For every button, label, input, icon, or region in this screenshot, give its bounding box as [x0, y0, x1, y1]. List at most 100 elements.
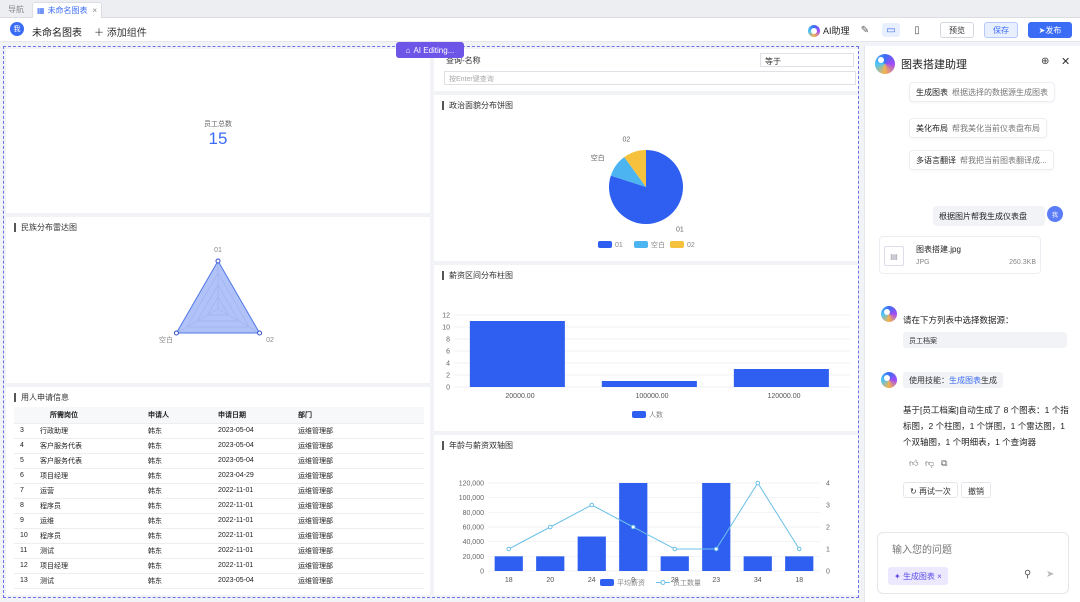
- suggestion-translate[interactable]: 多语言翻译 帮我把当前图表翻译成...: [909, 150, 1054, 170]
- line-point[interactable]: [796, 546, 802, 552]
- undo-button[interactable]: 撤销: [961, 482, 991, 498]
- attach-icon[interactable]: ⚲: [1024, 569, 1032, 580]
- kpi-label: 员工总数: [204, 121, 232, 128]
- bar[interactable]: [601, 381, 697, 387]
- table-row[interactable]: 3 行政助理 韩东 2023-05-04 运维管理部: [14, 423, 424, 439]
- copy-icon[interactable]: ⧉: [941, 458, 948, 468]
- table-cell: 项目经理: [40, 558, 148, 574]
- line-point[interactable]: [506, 546, 512, 552]
- table-row[interactable]: 9 运维 韩东 2022-11-01 运维管理部: [14, 513, 424, 529]
- table-row[interactable]: 7 运营 韩东 2022-11-01 运维管理部: [14, 483, 424, 499]
- line-point[interactable]: [672, 546, 678, 552]
- bar[interactable]: [702, 483, 731, 571]
- table-cell: 韩东: [148, 558, 218, 574]
- legend-swatch: [670, 241, 684, 248]
- table-row[interactable]: 10 程序员 韩东 2022-11-01 运维管理部: [14, 528, 424, 544]
- table-row[interactable]: 13 测试 韩东 2023-05-04 运维管理部: [14, 573, 424, 589]
- table-cell: 运维管理部: [298, 498, 424, 514]
- desktop-view-icon[interactable]: ▭: [882, 23, 900, 37]
- legend-label[interactable]: 01: [615, 242, 623, 249]
- avatar[interactable]: 我: [10, 22, 24, 36]
- pie-slice[interactable]: [624, 150, 646, 187]
- table-row[interactable]: 8 程序员 韩东 2022-11-01 运维管理部: [14, 498, 424, 514]
- y2-tick-label: 4: [826, 481, 830, 488]
- bar[interactable]: [743, 556, 772, 571]
- publish-button[interactable]: ➤ 发布: [1028, 22, 1072, 38]
- query-input[interactable]: 按Enter键查询: [444, 71, 856, 85]
- send-message-icon[interactable]: ➤: [1046, 569, 1055, 580]
- table-header-cell[interactable]: [14, 407, 40, 424]
- save-button[interactable]: 保存: [984, 22, 1018, 38]
- bar[interactable]: [494, 556, 523, 571]
- line-point[interactable]: [755, 480, 761, 486]
- radar-point[interactable]: [257, 330, 263, 336]
- legend-label[interactable]: 人数: [649, 410, 663, 419]
- suggestion-desc: 帮我美化当前仪表盘布局: [952, 124, 1040, 133]
- bar[interactable]: [733, 369, 829, 387]
- thumbs-up-icon[interactable]: 👍︎: [909, 458, 919, 468]
- line-point[interactable]: [630, 524, 636, 530]
- mobile-view-icon[interactable]: ▯: [914, 24, 920, 36]
- radar-point[interactable]: [215, 258, 221, 264]
- thumbs-down-icon[interactable]: 👎︎: [925, 458, 935, 468]
- radar-point[interactable]: [173, 330, 179, 336]
- bar[interactable]: [785, 556, 814, 571]
- table-row[interactable]: 5 客户服务代表 韩东 2023-05-04 运维管理部: [14, 453, 424, 469]
- kpi-card[interactable]: 员工总数 15: [6, 49, 430, 213]
- bar[interactable]: [536, 556, 565, 571]
- suggestion-generate[interactable]: 生成图表 根据选择的数据源生成图表: [909, 82, 1055, 102]
- legend-label[interactable]: 员工数量: [673, 578, 701, 587]
- radar-card[interactable]: 民族分布雷达图 01 02 空白: [6, 217, 430, 383]
- line-point[interactable]: [713, 546, 719, 552]
- bar[interactable]: [469, 321, 565, 387]
- table-header-cell[interactable]: 申请人: [148, 407, 218, 424]
- y2-tick-label: 0: [826, 569, 830, 576]
- table-row[interactable]: 12 项目经理 韩东 2022-11-01 运维管理部: [14, 558, 424, 574]
- pie-card[interactable]: 政治面貌分布饼图 01 空白 02 01 空白 02: [434, 95, 858, 261]
- chart-name[interactable]: 未命名图表: [32, 28, 82, 39]
- table-header-cell[interactable]: 部门: [298, 407, 424, 424]
- table-cell: 2023-05-04: [218, 438, 298, 454]
- pie-slice[interactable]: [610, 157, 646, 187]
- bar[interactable]: [577, 536, 606, 571]
- line-point[interactable]: [547, 524, 553, 530]
- table-card[interactable]: 用人申请信息 所需岗位 申请人 申请日期 部门 3 行政助理 韩东 2023-05-04 运维…: [6, 387, 430, 595]
- add-component-button[interactable]: ＋ 添加组件: [94, 24, 147, 39]
- line-point[interactable]: [589, 502, 595, 508]
- table-row[interactable]: 4 客户服务代表 韩东 2023-05-04 运维管理部: [14, 438, 424, 454]
- legend-label[interactable]: 平均薪资: [617, 578, 645, 587]
- table-header-cell[interactable]: 申请日期: [218, 407, 298, 424]
- table-header-cell[interactable]: 所需岗位: [40, 407, 148, 424]
- table-cell: 2022-11-01: [218, 543, 298, 559]
- query-card[interactable]: 查询-名称 等于 按Enter键查询: [434, 49, 858, 91]
- tab-nav[interactable]: 导航: [8, 5, 24, 14]
- legend-label[interactable]: 02: [687, 242, 695, 249]
- table-row[interactable]: 11 测试 韩东 2022-11-01 运维管理部: [14, 543, 424, 559]
- legend-label[interactable]: 空白: [651, 240, 665, 249]
- chip-close-icon[interactable]: ×: [934, 572, 942, 581]
- table-row[interactable]: 6 项目经理 韩东 2023-04-29 运维管理部: [14, 468, 424, 484]
- datasource-select[interactable]: 员工档案: [903, 332, 1067, 348]
- operator-select[interactable]: 等于: [760, 53, 854, 67]
- radar-area[interactable]: [175, 259, 261, 334]
- new-chat-icon[interactable]: ⊕: [1041, 56, 1050, 67]
- dual-axis-card[interactable]: 年龄与薪资双轴图 0 20,000 40,000 60,000 80,000 100,00…: [434, 435, 858, 595]
- retry-button[interactable]: ↻ 再试一次: [903, 482, 958, 498]
- chart-icon: ▦: [37, 6, 45, 15]
- skill-input-chip[interactable]: ✦ 生成图表 ×: [888, 567, 948, 585]
- close-icon[interactable]: ×: [92, 6, 97, 15]
- bar-card[interactable]: 薪资区间分布柱图 0 2 4 6 8 10 12 20000.00 100000.00 12000…: [434, 265, 858, 431]
- close-panel-icon[interactable]: ✕: [1061, 56, 1071, 68]
- preview-button[interactable]: 预览: [940, 22, 974, 38]
- chat-input-box[interactable]: 输入您的问题 ✦ 生成图表 × ⚲ ➤: [877, 532, 1069, 594]
- file-attachment[interactable]: ▤ 图表搭建.jpg JPG 260.3KB: [879, 236, 1041, 274]
- ai-assistant-label: AI助理: [823, 26, 850, 36]
- suggestion-beautify[interactable]: 美化布局 帮我美化当前仪表盘布局: [909, 118, 1047, 138]
- chat-input[interactable]: 输入您的问题: [892, 545, 952, 556]
- series-line[interactable]: [508, 482, 800, 550]
- bar[interactable]: [660, 556, 689, 571]
- pie-slice[interactable]: [609, 150, 683, 225]
- brush-icon[interactable]: ✎: [860, 24, 870, 36]
- tab-active[interactable]: ▦ 未命名图表 ×: [32, 2, 102, 18]
- ai-assistant-button[interactable]: AI助理: [808, 24, 850, 37]
